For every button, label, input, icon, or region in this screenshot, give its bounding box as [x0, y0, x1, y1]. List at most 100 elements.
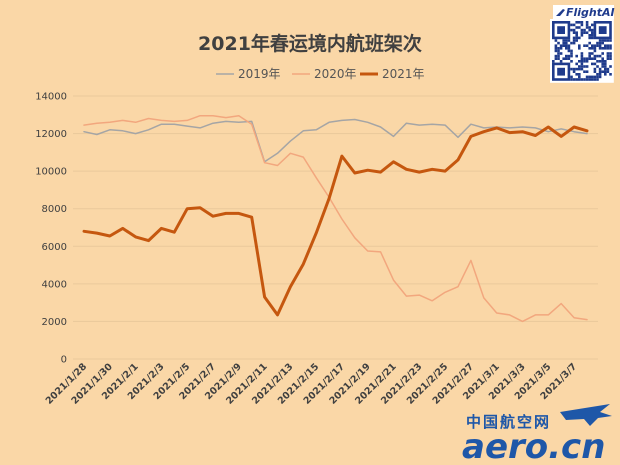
qr-module	[604, 39, 607, 42]
qr-module	[588, 52, 591, 55]
qr-module	[557, 52, 560, 55]
qr-module	[593, 67, 597, 71]
qr-module	[596, 65, 599, 68]
qr-module	[580, 54, 584, 58]
qr-module	[588, 34, 591, 37]
qr-module	[596, 78, 599, 81]
qr-module	[591, 36, 594, 40]
qr-module	[580, 60, 584, 63]
qr-module	[601, 65, 604, 68]
qr-module	[570, 28, 573, 32]
qr-module	[588, 47, 591, 50]
qr-module	[572, 23, 576, 27]
qr-module	[567, 54, 571, 58]
qr-module	[583, 31, 586, 34]
qr-module	[559, 52, 563, 55]
qr-module	[580, 57, 584, 60]
y-tick-label: 4000	[42, 279, 67, 290]
qr-module	[596, 60, 599, 63]
qr-module	[575, 78, 578, 81]
legend-entry: 2021年	[382, 67, 425, 81]
qr-module	[554, 44, 558, 47]
qr-module	[572, 78, 576, 81]
qr-module	[572, 31, 576, 34]
qr-module	[596, 75, 599, 79]
qr-module	[578, 36, 581, 40]
qr-finder-center	[598, 26, 607, 34]
qr-module	[583, 65, 586, 68]
qr-module	[580, 65, 584, 68]
qr-module	[585, 75, 589, 79]
qr-module	[567, 39, 571, 42]
qr-module	[575, 67, 578, 71]
qr-module	[570, 52, 573, 55]
airplane-icon	[560, 404, 612, 426]
qr-module	[585, 78, 589, 81]
qr-module	[588, 41, 591, 45]
qr-module	[604, 47, 607, 50]
qr-module	[588, 54, 591, 58]
qr-module	[604, 67, 607, 71]
qr-module	[567, 49, 571, 53]
qr-module	[604, 44, 607, 47]
qr-module	[609, 57, 612, 60]
qr-module	[562, 41, 565, 45]
qr-module	[585, 21, 589, 24]
qr-module	[591, 75, 594, 79]
qr-module	[578, 65, 581, 68]
qr-module	[588, 75, 591, 79]
qr-module	[578, 44, 581, 47]
qr-module	[580, 21, 584, 24]
qr-module	[591, 62, 594, 66]
qr-module	[609, 39, 612, 42]
qr-module	[593, 75, 597, 79]
legend: 2019年 2020年 2021年	[216, 67, 425, 81]
qr-module	[606, 47, 610, 50]
qr-module	[588, 57, 591, 60]
qr-module	[578, 26, 581, 29]
qr-module	[609, 73, 612, 76]
qr-module	[557, 47, 560, 50]
qr-module	[609, 52, 612, 55]
legend-entry: 2020年	[314, 67, 357, 81]
qr-module	[591, 47, 594, 50]
qr-module	[585, 44, 589, 47]
qr-module	[583, 70, 586, 73]
qr-module	[585, 31, 589, 34]
qr-module	[604, 62, 607, 66]
qr-module	[601, 60, 604, 63]
qr-module	[554, 47, 558, 50]
qr-module	[593, 54, 597, 58]
qr-module	[585, 23, 589, 27]
qr-module	[575, 36, 578, 40]
qr-module	[593, 78, 597, 81]
qr-module	[606, 52, 610, 55]
qr-module	[591, 31, 594, 34]
qr-module	[570, 78, 573, 81]
qr-module	[578, 75, 581, 79]
qr-module	[580, 52, 584, 55]
qr-module	[578, 78, 581, 81]
qr-module	[606, 54, 610, 58]
qr-module	[575, 39, 578, 42]
aero-logo: 中国航空网 aero.cn	[462, 404, 612, 465]
qr-module	[598, 70, 602, 73]
qr-module	[583, 60, 586, 63]
qr-module	[559, 44, 563, 47]
qr-module	[554, 39, 558, 42]
qr-module	[583, 78, 586, 81]
qr-module	[580, 31, 584, 34]
qr-module	[606, 39, 610, 42]
qr-module	[591, 34, 594, 37]
qr-module	[593, 49, 597, 53]
qr-module	[591, 57, 594, 60]
qr-module	[567, 57, 571, 60]
qr-module	[575, 54, 578, 58]
qr-module	[578, 73, 581, 76]
qr-finder-center	[557, 67, 565, 76]
y-tick-label: 14000	[35, 92, 67, 103]
qr-module	[572, 67, 576, 71]
aero-logo-chinese: 中国航空网	[466, 413, 551, 431]
qr-module	[559, 47, 563, 50]
